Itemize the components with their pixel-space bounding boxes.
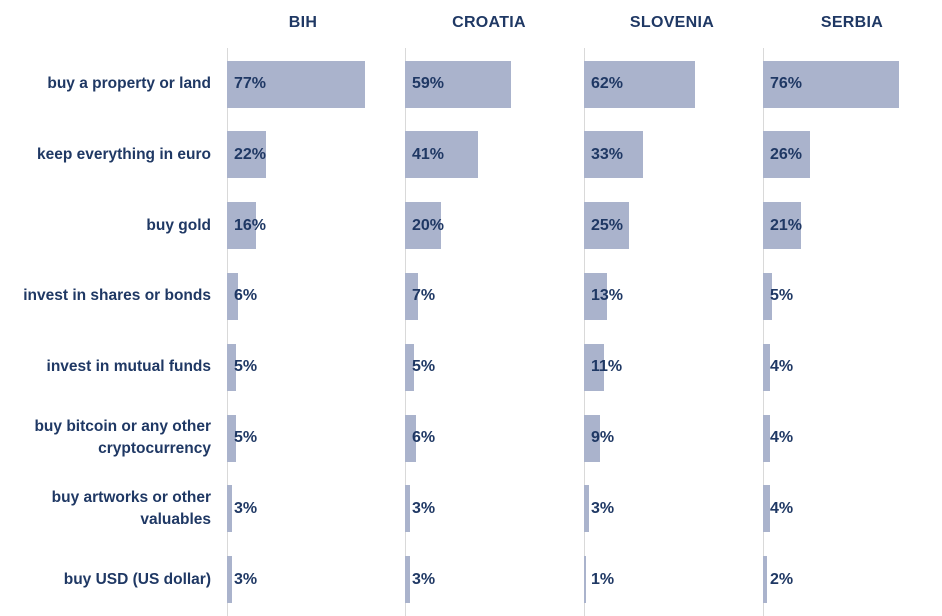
value-label-slovenia-7: 1% — [591, 570, 615, 588]
value-label-slovenia-5: 9% — [591, 429, 615, 446]
category-label-buy-usd-us-dollar: buy USD (US dollar) — [63, 570, 211, 588]
bar-croatia-3 — [405, 272, 418, 320]
value-label-bih-4: 5% — [234, 358, 258, 376]
value-label-bih-2: 16% — [234, 216, 267, 234]
value-label-serbia-4: 4% — [770, 358, 794, 376]
value-label-bih-7: 3% — [234, 570, 258, 588]
category-label-buy-bitcoin-or-any-other-cryptocurrency: buy bitcoin or any other cryptocurrency — [34, 418, 211, 457]
bar-bih-1 — [227, 131, 267, 179]
bar-serbia-6 — [763, 485, 771, 533]
value-label-croatia-5: 6% — [412, 429, 436, 446]
category-label-buy-artworks-or-other-valuables: buy artworks or other valuables — [51, 488, 211, 528]
bar-serbia-1 — [763, 131, 810, 179]
bar-slovenia-5 — [584, 414, 601, 462]
value-label-serbia-6: 4% — [770, 499, 794, 517]
value-label-bih-5: 5% — [234, 429, 258, 446]
category-label-buy-a-property-or-land: buy a property or land — [47, 75, 211, 92]
value-label-slovenia-4: 11% — [591, 358, 623, 376]
value-label-croatia-6: 3% — [412, 499, 436, 517]
value-label-slovenia-2: 25% — [591, 216, 624, 234]
category-label-invest-in-mutual-funds: invest in mutual funds — [46, 358, 211, 376]
bar-croatia-6 — [405, 485, 411, 533]
bar-bih-4 — [227, 343, 236, 391]
value-label-serbia-0: 76% — [770, 75, 803, 92]
category-label-invest-in-shares-or-bonds: invest in shares or bonds — [23, 287, 211, 305]
bar-slovenia-0 — [584, 60, 695, 108]
bar-croatia-2 — [405, 202, 441, 250]
value-label-serbia-3: 5% — [770, 287, 794, 305]
value-label-slovenia-0: 62% — [591, 75, 624, 92]
bar-croatia-4 — [405, 343, 414, 391]
panel-title-bih: BIH — [288, 14, 318, 31]
bar-serbia-7 — [763, 556, 767, 604]
bar-croatia-1 — [405, 131, 479, 179]
bar-croatia-7 — [405, 556, 411, 604]
axis-line-slovenia — [584, 48, 585, 616]
bar-serbia-2 — [763, 202, 801, 250]
bar-slovenia-7 — [584, 556, 586, 604]
axis-line-bih — [227, 48, 228, 616]
value-label-serbia-2: 21% — [770, 216, 803, 234]
bar-croatia-5 — [405, 414, 416, 462]
value-label-croatia-3: 7% — [412, 287, 436, 305]
value-label-bih-3: 6% — [234, 287, 258, 305]
bar-bih-6 — [227, 485, 233, 533]
value-label-bih-1: 22% — [234, 145, 267, 163]
bar-bih-2 — [227, 202, 256, 250]
value-label-croatia-1: 41% — [412, 145, 445, 163]
bar-serbia-0 — [763, 60, 900, 108]
bar-serbia-3 — [763, 272, 772, 320]
bar-serbia-4 — [763, 343, 771, 391]
category-label-buy-gold: buy gold — [146, 216, 211, 234]
axis-line-croatia — [405, 48, 406, 616]
value-label-slovenia-1: 33% — [591, 145, 624, 163]
value-label-bih-0: 77% — [234, 75, 267, 92]
bar-croatia-0 — [405, 60, 511, 108]
panel-title-slovenia: SLOVENIA — [629, 14, 715, 31]
bar-bih-7 — [227, 556, 233, 604]
bar-slovenia-1 — [584, 131, 644, 179]
value-label-slovenia-6: 3% — [591, 499, 615, 517]
panel-title-croatia: CROATIA — [452, 14, 526, 31]
value-label-bih-6: 3% — [234, 499, 258, 517]
axis-line-serbia — [763, 48, 764, 616]
value-label-serbia-5: 4% — [770, 429, 794, 446]
category-label-keep-everything-in-euro: keep everything in euro — [37, 145, 211, 163]
bar-bih-0 — [227, 60, 365, 108]
panel-title-serbia: SERBIA — [820, 14, 884, 31]
value-label-croatia-7: 3% — [412, 570, 436, 588]
bar-serbia-5 — [763, 414, 771, 462]
bar-slovenia-3 — [584, 272, 608, 320]
value-label-slovenia-3: 13% — [591, 287, 624, 305]
value-label-croatia-4: 5% — [412, 358, 436, 376]
value-label-croatia-2: 20% — [412, 216, 445, 234]
bar-slovenia-4 — [584, 343, 604, 391]
value-label-serbia-7: 2% — [770, 570, 794, 588]
bar-bih-5 — [227, 414, 236, 462]
bar-slovenia-6 — [584, 485, 590, 533]
bar-slovenia-2 — [584, 202, 629, 250]
value-label-serbia-1: 26% — [770, 145, 803, 163]
bar-bih-3 — [227, 272, 238, 320]
value-label-croatia-0: 59% — [412, 75, 445, 92]
